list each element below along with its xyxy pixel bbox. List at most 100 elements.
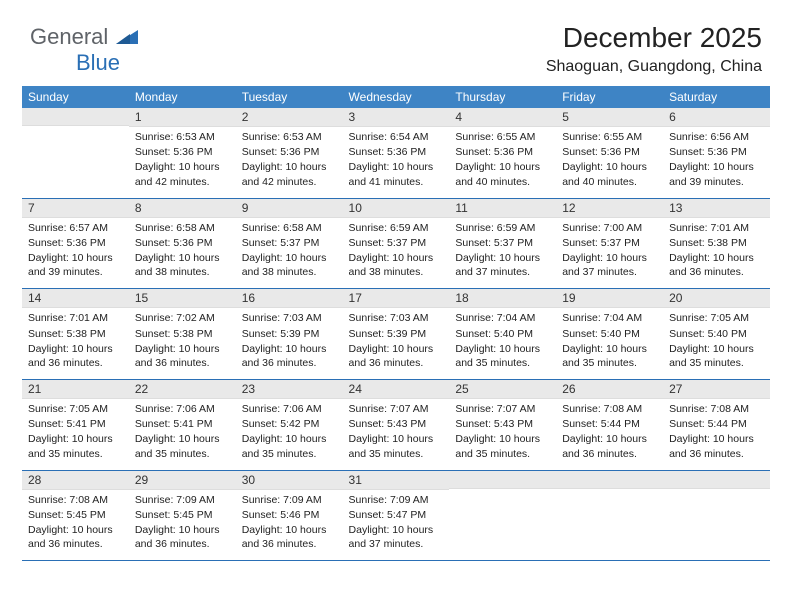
sunset-text: Sunset: 5:37 PM [455,236,550,250]
sunset-text: Sunset: 5:41 PM [135,417,230,431]
calendar-cell: 6Sunrise: 6:56 AMSunset: 5:36 PMDaylight… [663,108,770,198]
day-data: Sunrise: 7:03 AMSunset: 5:39 PMDaylight:… [343,308,450,379]
day-number: 10 [343,199,450,218]
sunrise-text: Sunrise: 6:53 AM [242,130,337,144]
sunset-text: Sunset: 5:38 PM [135,327,230,341]
daylight-text: Daylight: 10 hours and 39 minutes. [669,160,764,188]
sunrise-text: Sunrise: 7:09 AM [135,493,230,507]
calendar-row: 7Sunrise: 6:57 AMSunset: 5:36 PMDaylight… [22,198,770,289]
calendar-cell: 2 Sunrise: 6:53 AMSunset: 5:36 PMDaylight… [236,108,343,198]
sunrise-text: Sunrise: 7:02 AM [135,311,230,325]
sunrise-text: Sunrise: 7:08 AM [669,402,764,416]
daylight-text: Daylight: 10 hours and 38 minutes. [242,251,337,279]
calendar-cell: 22Sunrise: 7:06 AMSunset: 5:41 PMDayligh… [129,380,236,471]
day-data: Sunrise: 7:09 AMSunset: 5:47 PMDaylight:… [343,490,450,561]
calendar-cell: 10Sunrise: 6:59 AMSunset: 5:37 PMDayligh… [343,198,450,289]
day-data: Sunrise: 7:04 AMSunset: 5:40 PMDaylight:… [556,308,663,379]
day-data: Sunrise: 6:55 AMSunset: 5:36 PMDaylight:… [449,127,556,198]
daylight-text: Daylight: 10 hours and 35 minutes. [28,432,123,460]
calendar-cell: 4Sunrise: 6:55 AMSunset: 5:36 PMDaylight… [449,108,556,198]
calendar-cell: 18Sunrise: 7:04 AMSunset: 5:40 PMDayligh… [449,289,556,380]
sunrise-text: Sunrise: 7:08 AM [562,402,657,416]
sunrise-text: Sunrise: 7:05 AM [669,311,764,325]
sunset-text: Sunset: 5:43 PM [349,417,444,431]
calendar-cell [663,470,770,561]
day-number: 27 [663,380,770,399]
sunset-text: Sunset: 5:39 PM [349,327,444,341]
day-data: Sunrise: 7:04 AMSunset: 5:40 PMDaylight:… [449,308,556,379]
day-number: 22 [129,380,236,399]
sunset-text: Sunset: 5:36 PM [242,145,337,159]
sunrise-text: Sunrise: 6:58 AM [242,221,337,235]
calendar-cell: 9Sunrise: 6:58 AMSunset: 5:37 PMDaylight… [236,198,343,289]
daylight-text: Daylight: 10 hours and 37 minutes. [562,251,657,279]
sunset-text: Sunset: 5:36 PM [349,145,444,159]
day-data: Sunrise: 6:59 AMSunset: 5:37 PMDaylight:… [449,218,556,289]
calendar-table: SundayMondayTuesdayWednesdayThursdayFrid… [22,86,770,561]
calendar-cell: 26Sunrise: 7:08 AMSunset: 5:44 PMDayligh… [556,380,663,471]
daylight-text: Daylight: 10 hours and 39 minutes. [28,251,123,279]
day-data: Sunrise: 7:09 AMSunset: 5:45 PMDaylight:… [129,490,236,561]
sunset-text: Sunset: 5:47 PM [349,508,444,522]
calendar-cell: 13Sunrise: 7:01 AMSunset: 5:38 PMDayligh… [663,198,770,289]
day-number: 24 [343,380,450,399]
logo-text-blue: Blue [76,50,120,75]
day-header: Tuesday [236,86,343,108]
day-number: 20 [663,289,770,308]
sunrise-text: Sunrise: 7:09 AM [349,493,444,507]
calendar-cell: 24Sunrise: 7:07 AMSunset: 5:43 PMDayligh… [343,380,450,471]
day-number: 8 [129,199,236,218]
sunset-text: Sunset: 5:45 PM [28,508,123,522]
daylight-text: Daylight: 10 hours and 38 minutes. [135,251,230,279]
day-number: 25 [449,380,556,399]
day-number: 28 [22,471,129,490]
daylight-text: Daylight: 10 hours and 37 minutes. [349,523,444,551]
day-data: Sunrise: 7:03 AMSunset: 5:39 PMDaylight:… [236,308,343,379]
day-number: 31 [343,471,450,490]
calendar-cell: 11Sunrise: 6:59 AMSunset: 5:37 PMDayligh… [449,198,556,289]
calendar-cell [556,470,663,561]
daylight-text: Daylight: 10 hours and 40 minutes. [455,160,550,188]
daylight-text: Daylight: 10 hours and 36 minutes. [242,523,337,551]
day-number: 3 [343,108,450,127]
logo-text-gray: General [30,24,108,49]
day-number: 2 [236,108,343,127]
day-data: Sunrise: 7:02 AMSunset: 5:38 PMDaylight:… [129,308,236,379]
day-data: Sunrise: 7:05 AMSunset: 5:40 PMDaylight:… [663,308,770,379]
page-title: December 2025 [563,22,762,54]
daylight-text: Daylight: 10 hours and 36 minutes. [669,432,764,460]
day-number: 9 [236,199,343,218]
daylight-text: Daylight: 10 hours and 36 minutes. [349,342,444,370]
sunrise-text: Sunrise: 6:55 AM [455,130,550,144]
calendar-cell: 17Sunrise: 7:03 AMSunset: 5:39 PMDayligh… [343,289,450,380]
sunset-text: Sunset: 5:37 PM [562,236,657,250]
calendar-cell: 12Sunrise: 7:00 AMSunset: 5:37 PMDayligh… [556,198,663,289]
day-data: Sunrise: 6:59 AMSunset: 5:37 PMDaylight:… [343,218,450,289]
day-of-week-row: SundayMondayTuesdayWednesdayThursdayFrid… [22,86,770,108]
calendar-cell: 15Sunrise: 7:02 AMSunset: 5:38 PMDayligh… [129,289,236,380]
daylight-text: Daylight: 10 hours and 42 minutes. [242,160,337,188]
day-number: 14 [22,289,129,308]
day-header: Wednesday [343,86,450,108]
day-data: Sunrise: 7:08 AMSunset: 5:44 PMDaylight:… [663,399,770,470]
day-number: 12 [556,199,663,218]
day-data: Sunrise: 7:06 AMSunset: 5:42 PMDaylight:… [236,399,343,470]
calendar-cell: 7Sunrise: 6:57 AMSunset: 5:36 PMDaylight… [22,198,129,289]
sunset-text: Sunset: 5:40 PM [562,327,657,341]
sunset-text: Sunset: 5:36 PM [135,145,230,159]
daylight-text: Daylight: 10 hours and 35 minutes. [242,432,337,460]
sunset-text: Sunset: 5:37 PM [349,236,444,250]
day-number: 15 [129,289,236,308]
day-data: Sunrise: 7:09 AMSunset: 5:46 PMDaylight:… [236,490,343,561]
day-number: 17 [343,289,450,308]
sunset-text: Sunset: 5:40 PM [669,327,764,341]
day-header: Saturday [663,86,770,108]
daylight-text: Daylight: 10 hours and 40 minutes. [562,160,657,188]
calendar-cell: 19Sunrise: 7:04 AMSunset: 5:40 PMDayligh… [556,289,663,380]
sunrise-text: Sunrise: 7:07 AM [349,402,444,416]
calendar-cell: 31Sunrise: 7:09 AMSunset: 5:47 PMDayligh… [343,470,450,561]
day-data: Sunrise: 7:06 AMSunset: 5:41 PMDaylight:… [129,399,236,470]
calendar-cell: 16Sunrise: 7:03 AMSunset: 5:39 PMDayligh… [236,289,343,380]
calendar-row: 1Sunrise: 6:53 AMSunset: 5:36 PMDaylight… [22,108,770,198]
daylight-text: Daylight: 10 hours and 41 minutes. [349,160,444,188]
